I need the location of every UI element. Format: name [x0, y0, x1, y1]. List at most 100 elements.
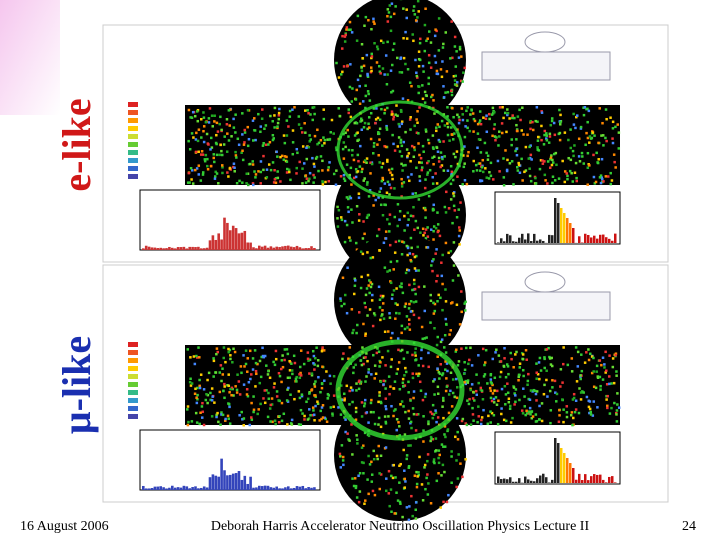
hit	[350, 31, 354, 34]
hit	[384, 54, 388, 57]
hit	[574, 346, 578, 349]
hit	[386, 180, 390, 184]
hit	[259, 375, 263, 379]
hit	[436, 150, 440, 154]
hit	[313, 134, 317, 138]
hit	[550, 117, 554, 120]
hit	[306, 418, 310, 421]
hit	[407, 466, 411, 469]
hit	[398, 434, 402, 437]
hit	[403, 433, 407, 436]
hit	[368, 308, 372, 311]
hit	[191, 182, 195, 185]
hit	[400, 162, 403, 166]
hit	[460, 310, 463, 314]
hit	[190, 420, 194, 423]
hit	[417, 285, 421, 289]
hit	[233, 350, 237, 354]
hit	[574, 126, 577, 130]
hit	[350, 183, 353, 186]
hit	[437, 17, 441, 20]
hit	[415, 413, 419, 416]
hit	[401, 97, 405, 100]
hit	[424, 392, 428, 396]
hit	[248, 423, 252, 427]
hit	[372, 17, 375, 21]
hit	[509, 404, 512, 408]
hit	[378, 249, 381, 252]
hit	[321, 144, 324, 147]
hit	[411, 514, 414, 518]
hit	[490, 113, 494, 116]
hit	[354, 418, 358, 421]
charge-bin	[569, 223, 572, 243]
hit	[521, 357, 525, 361]
hit	[615, 370, 618, 373]
hit	[535, 106, 539, 109]
hit	[308, 134, 311, 137]
hit	[369, 410, 373, 414]
hit	[347, 210, 350, 214]
hit	[463, 309, 467, 312]
hit	[433, 378, 436, 381]
hit	[471, 112, 475, 115]
hit	[394, 302, 397, 305]
hit	[271, 161, 275, 164]
hit	[551, 379, 554, 382]
hit	[193, 362, 197, 366]
hit	[243, 141, 246, 144]
hit	[227, 109, 231, 112]
hit	[598, 359, 602, 362]
hit	[431, 156, 434, 160]
hit	[326, 397, 330, 400]
hist-bin	[142, 248, 145, 250]
scale-step	[128, 126, 138, 131]
hit	[477, 354, 480, 357]
hit	[308, 391, 311, 394]
hit	[357, 380, 361, 383]
hit	[433, 309, 437, 313]
hit	[413, 148, 417, 152]
hit	[481, 170, 485, 174]
hit	[277, 117, 281, 121]
hit	[387, 168, 391, 172]
hit	[546, 395, 549, 398]
hit	[488, 117, 491, 121]
hit	[479, 151, 483, 154]
hit	[495, 348, 498, 352]
hit	[378, 65, 381, 68]
hit	[266, 373, 270, 376]
hit	[358, 84, 361, 88]
hit	[270, 397, 274, 400]
hit	[243, 128, 247, 132]
hit	[473, 119, 477, 123]
hit	[365, 157, 369, 160]
hit	[436, 123, 440, 126]
info-box	[481, 291, 611, 321]
hit	[319, 390, 322, 394]
hit	[219, 143, 222, 147]
hit	[421, 499, 425, 502]
hit	[391, 48, 395, 52]
hist-bin	[156, 486, 160, 490]
charge-bin	[563, 453, 566, 483]
hit	[445, 70, 449, 73]
hit	[440, 274, 444, 278]
hist-bin	[298, 486, 302, 490]
hit	[360, 117, 363, 121]
hit	[455, 50, 458, 53]
hit	[259, 402, 262, 406]
hit	[228, 405, 231, 409]
hit	[227, 417, 230, 420]
hit	[308, 392, 311, 395]
hit	[589, 410, 593, 414]
hit	[337, 107, 340, 110]
hit	[548, 132, 552, 136]
hit	[196, 397, 199, 401]
hit	[352, 158, 356, 162]
hit	[458, 323, 462, 326]
charge-bin	[554, 438, 557, 483]
hist-bin	[240, 479, 244, 490]
hit	[515, 123, 518, 127]
hit	[516, 169, 520, 172]
